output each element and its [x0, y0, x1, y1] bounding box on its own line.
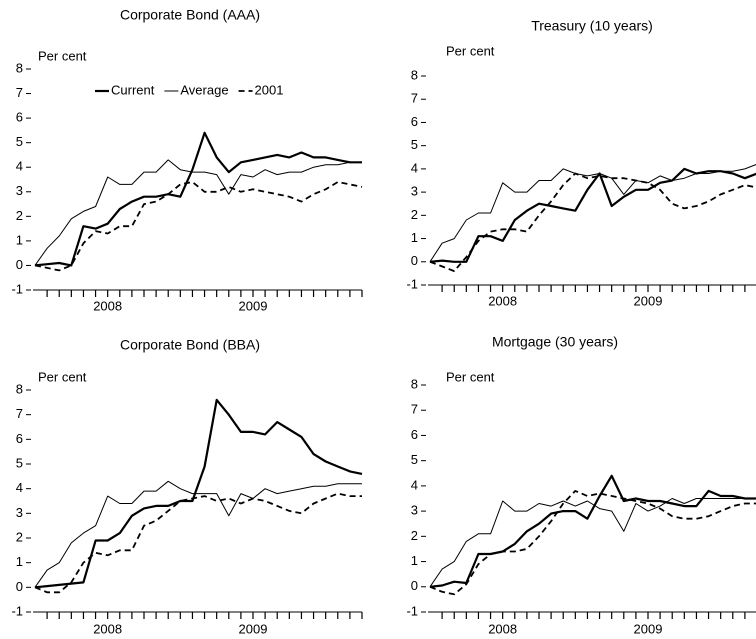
y-tick-label: 7 — [411, 91, 418, 106]
panel: Mortgage (30 years) Per cent -1 0 1 2 3 4 5 6 7 8 20… — [406, 334, 756, 636]
y-tick-label: -1 — [406, 276, 418, 291]
y-tick-label: 0 — [411, 578, 418, 593]
panel: Corporate Bond (BBA) Per cent -1 0 1 2 3 4 5 6 7 8 2… — [11, 337, 363, 636]
y-tick-label: 8 — [16, 381, 23, 396]
y-tick-label: 2 — [16, 208, 23, 223]
y-tick-label: 5 — [16, 134, 23, 149]
series-line — [429, 167, 756, 263]
y-tick-label: 6 — [16, 431, 23, 446]
series-line — [34, 181, 363, 272]
y-tick-label: 5 — [16, 455, 23, 470]
y-tick-label: 0 — [411, 253, 418, 268]
y-tick-label: 6 — [411, 114, 418, 129]
y-axis-label: Per cent — [446, 43, 495, 58]
y-tick-label: 2 — [16, 529, 23, 544]
y-tick-label: 3 — [16, 183, 23, 198]
y-tick-label: -1 — [11, 281, 23, 296]
x-tick-label: 2009 — [634, 621, 663, 636]
series-line — [429, 172, 756, 272]
y-tick-label: 2 — [411, 207, 418, 222]
y-tick-label: -1 — [406, 603, 418, 618]
series-line — [429, 474, 756, 588]
y-tick-label: 4 — [411, 160, 418, 175]
panel-title: Mortgage (30 years) — [492, 334, 618, 350]
x-tick-label: 2008 — [488, 293, 517, 308]
legend-label: Current — [111, 82, 155, 97]
series-line — [429, 490, 756, 596]
y-tick-label: 0 — [16, 257, 23, 272]
y-tick-label: 4 — [411, 477, 418, 492]
y-axis-label: Per cent — [38, 48, 87, 63]
y-tick-label: 6 — [16, 110, 23, 125]
series-line — [429, 498, 756, 588]
legend-label: 2001 — [255, 82, 284, 97]
panel-title: Corporate Bond (BBA) — [120, 337, 260, 353]
y-tick-label: 3 — [411, 184, 418, 199]
panel: Corporate Bond (AAA) Per cent -1 0 1 2 3 4 5 6 7 8 2… — [11, 7, 363, 313]
panel: Treasury (10 years) Per cent -1 0 1 2 3 4 5 6 7 8 20… — [406, 18, 756, 308]
y-tick-label: 8 — [411, 67, 418, 82]
y-axis-label: Per cent — [38, 369, 87, 384]
panel-title: Corporate Bond (AAA) — [120, 7, 260, 23]
y-tick-label: 7 — [411, 402, 418, 417]
y-tick-label: 5 — [411, 137, 418, 152]
series-line — [34, 492, 362, 594]
y-tick-label: 3 — [16, 505, 23, 520]
y-tick-label: 0 — [16, 579, 23, 594]
y-tick-label: 7 — [16, 85, 23, 100]
y-tick-label: 5 — [411, 452, 418, 467]
series-line — [34, 131, 362, 267]
series-line — [429, 164, 756, 263]
y-tick-label: 4 — [16, 480, 23, 495]
y-tick-label: 4 — [16, 159, 23, 174]
x-tick-label: 2009 — [239, 298, 268, 313]
y-tick-label: 7 — [16, 406, 23, 421]
x-tick-label: 2009 — [634, 293, 663, 308]
legend-label: Average — [180, 82, 228, 97]
y-tick-label: 1 — [411, 230, 418, 245]
y-tick-label: 1 — [16, 232, 23, 247]
x-tick-label: 2008 — [93, 621, 122, 636]
y-tick-label: 8 — [411, 376, 418, 391]
series-line — [34, 398, 363, 589]
y-tick-label: -1 — [11, 603, 23, 618]
y-tick-label: 3 — [411, 503, 418, 518]
x-tick-label: 2009 — [239, 621, 268, 636]
series-line — [34, 480, 362, 588]
y-tick-label: 2 — [411, 528, 418, 543]
series-line — [34, 159, 362, 266]
y-tick-label: 6 — [411, 427, 418, 442]
x-tick-label: 2008 — [488, 621, 517, 636]
x-tick-label: 2008 — [93, 298, 122, 313]
y-tick-label: 1 — [411, 553, 418, 568]
y-tick-label: 1 — [16, 554, 23, 569]
panel-title: Treasury (10 years) — [531, 18, 653, 34]
y-tick-label: 8 — [16, 60, 23, 75]
y-axis-label: Per cent — [446, 369, 495, 384]
